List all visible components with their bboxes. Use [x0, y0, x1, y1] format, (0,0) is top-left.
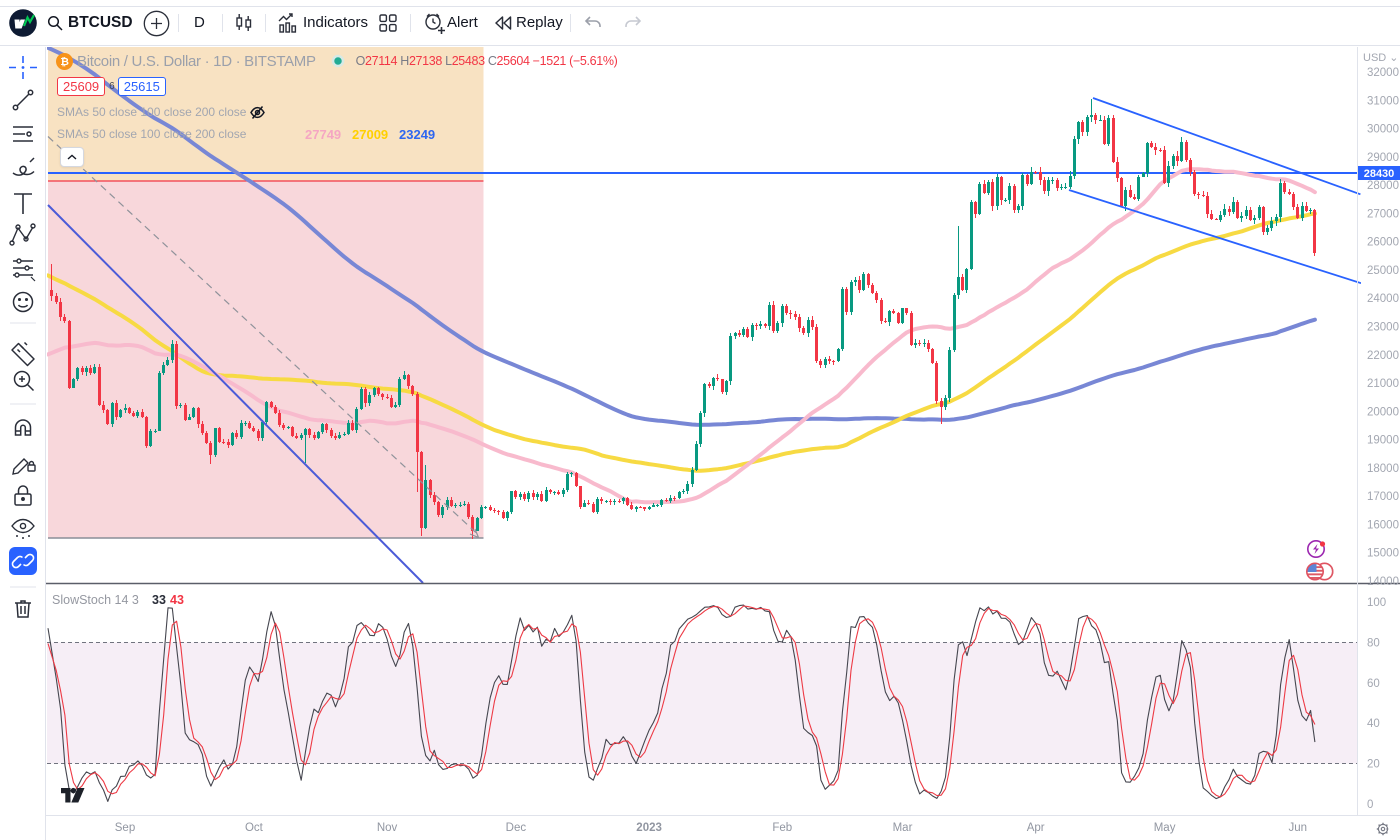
svg-text:Jun: Jun: [1289, 822, 1308, 834]
svg-text:60: 60: [1367, 678, 1380, 690]
svg-text:Apr: Apr: [1027, 822, 1045, 834]
svg-text:14000: 14000: [1367, 576, 1399, 588]
svg-text:Oct: Oct: [245, 822, 264, 834]
svg-text:17000: 17000: [1367, 491, 1399, 503]
svg-text:40: 40: [1367, 718, 1380, 730]
svg-text:SlowStoch 14 3: SlowStoch 14 3: [52, 593, 139, 607]
svg-text:28430: 28430: [1364, 168, 1395, 180]
svg-text:Nov: Nov: [377, 822, 398, 834]
svg-text:24000: 24000: [1367, 293, 1399, 305]
svg-text:22000: 22000: [1367, 350, 1399, 362]
svg-text:20000: 20000: [1367, 406, 1399, 418]
svg-text:33: 33: [152, 593, 166, 607]
svg-text:18000: 18000: [1367, 463, 1399, 475]
svg-text:20: 20: [1367, 759, 1380, 771]
svg-text:2023: 2023: [636, 822, 662, 834]
svg-text:USD ⌄: USD ⌄: [1363, 52, 1399, 64]
svg-text:Feb: Feb: [772, 822, 792, 834]
svg-text:30000: 30000: [1367, 124, 1399, 136]
svg-text:28000: 28000: [1367, 180, 1399, 192]
svg-text:27000: 27000: [1367, 208, 1399, 220]
svg-text:31000: 31000: [1367, 95, 1399, 107]
svg-text:Dec: Dec: [506, 822, 527, 834]
svg-text:Sep: Sep: [115, 822, 135, 834]
svg-text:43: 43: [170, 593, 184, 607]
svg-text:15000: 15000: [1367, 548, 1399, 560]
svg-text:₿: ₿: [60, 56, 69, 68]
svg-text:21000: 21000: [1367, 378, 1399, 390]
svg-text:16000: 16000: [1367, 519, 1399, 531]
svg-text:Mar: Mar: [893, 822, 913, 834]
svg-text:80: 80: [1367, 638, 1380, 650]
svg-text:19000: 19000: [1367, 435, 1399, 447]
svg-text:29000: 29000: [1367, 152, 1399, 164]
svg-text:32000: 32000: [1367, 67, 1399, 79]
svg-text:25000: 25000: [1367, 265, 1399, 277]
svg-text:23000: 23000: [1367, 322, 1399, 334]
svg-text:100: 100: [1367, 597, 1386, 609]
svg-text:May: May: [1154, 822, 1176, 834]
svg-text:26000: 26000: [1367, 237, 1399, 249]
svg-text:0: 0: [1367, 799, 1373, 811]
